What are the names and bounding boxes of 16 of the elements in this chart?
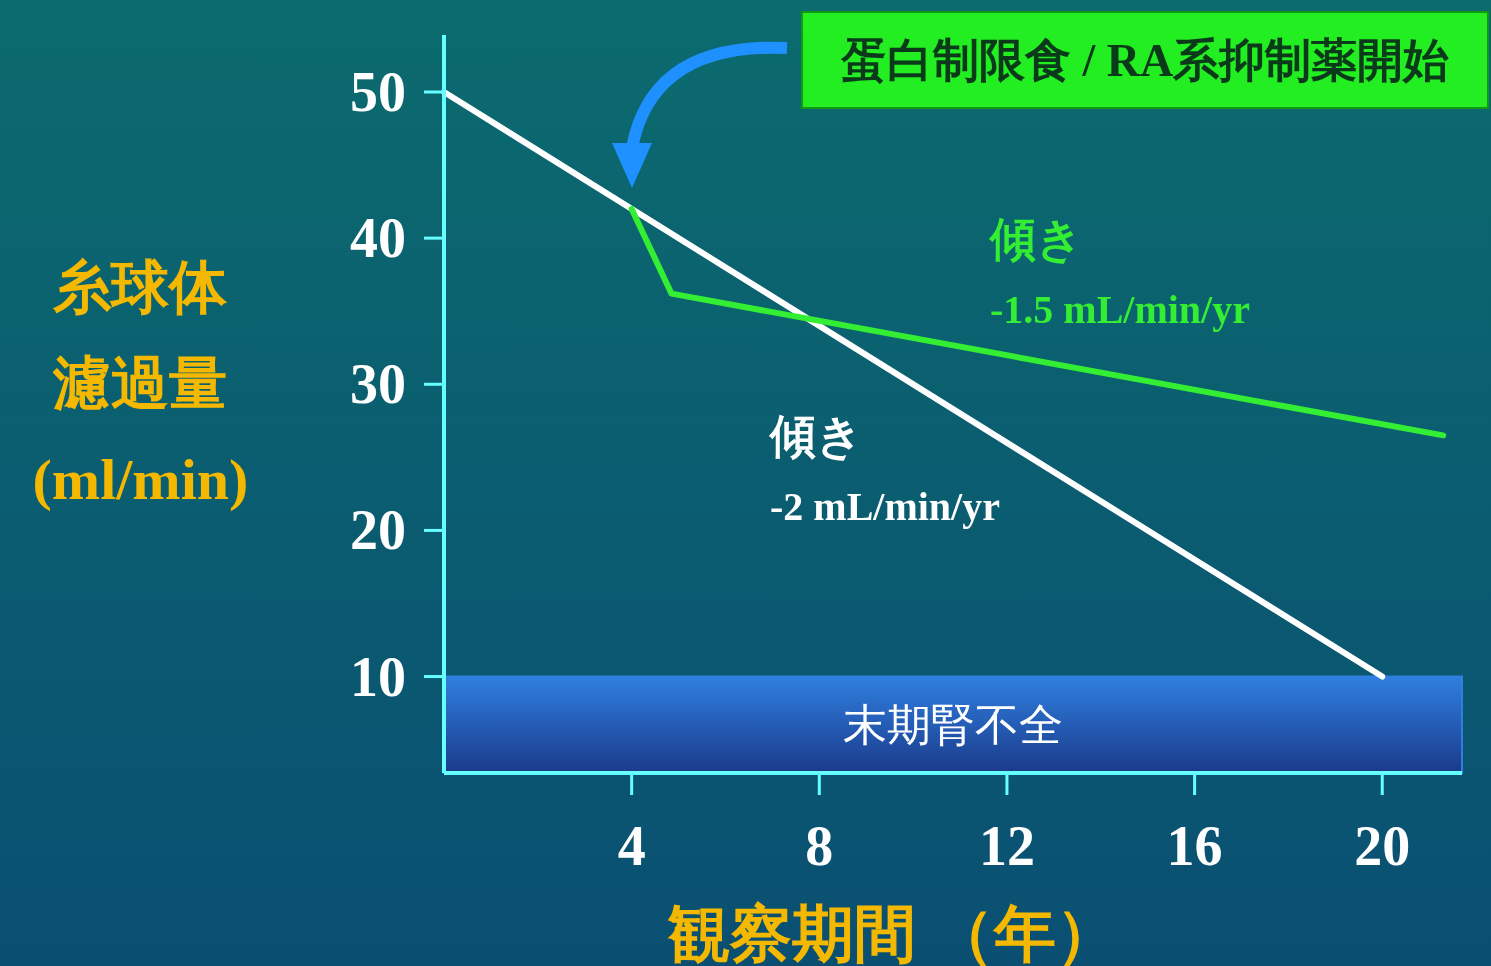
x-axis-title: 観察期間 （年） <box>667 900 1118 966</box>
y-tick-label: 10 <box>350 645 406 708</box>
band-label: 末期腎不全 <box>843 700 1063 750</box>
x-tick-label: 4 <box>617 815 646 877</box>
x-tick-label: 12 <box>978 815 1035 877</box>
y-tick-label: 50 <box>350 60 406 123</box>
y-tick-label: 20 <box>350 499 406 562</box>
x-tick-label: 20 <box>1354 815 1411 877</box>
y-tick-label: 30 <box>350 353 406 416</box>
annotation: 傾き -1.5 mL/min/yr <box>988 214 1250 332</box>
annotation: 蛋白制限食 / RA系抑制薬開始 <box>839 35 1450 86</box>
y-axis-title: 糸球体濾過量(ml/min) <box>32 254 249 514</box>
annotation: 傾き -2 mL/min/yr <box>768 411 1000 529</box>
x-tick-label: 8 <box>805 815 834 877</box>
x-tick-label: 16 <box>1166 815 1223 877</box>
y-tick-label: 40 <box>350 207 406 270</box>
